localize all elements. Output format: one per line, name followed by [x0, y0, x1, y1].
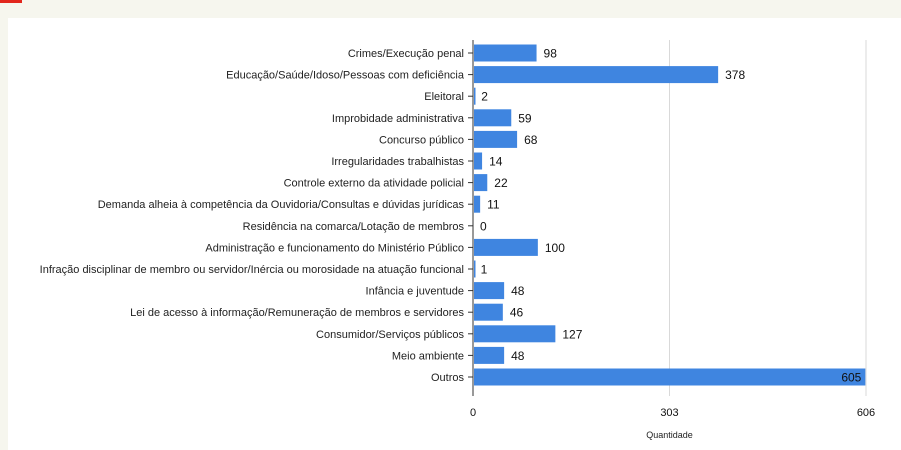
- value-label: 378: [725, 68, 745, 82]
- bar: [474, 325, 556, 343]
- value-label: 22: [494, 176, 508, 190]
- category-label: Concurso público: [379, 134, 464, 146]
- bar: [474, 260, 476, 278]
- bar: [474, 346, 505, 364]
- x-tick-label: 303: [660, 407, 678, 419]
- value-label: 11: [487, 198, 500, 212]
- value-label: 0: [480, 219, 487, 233]
- bar: [474, 152, 483, 170]
- category-label: Meio ambiente: [392, 350, 464, 362]
- chart-panel: Crimes/Execução penal Educação/Saúde/Idos…: [8, 18, 901, 450]
- category-label: Infração disciplinar de membro ou servid…: [40, 264, 464, 276]
- bar: [474, 130, 518, 148]
- category-label: Lei de acesso à informação/Remuneração d…: [130, 307, 464, 319]
- category-label: Crimes/Execução penal: [348, 48, 464, 60]
- category-label: Controle externo da atividade policial: [284, 178, 464, 190]
- x-tick-label: 606: [857, 407, 875, 419]
- bar: [474, 87, 476, 105]
- x-tick-label: 0: [470, 407, 476, 419]
- category-label: Administração e funcionamento do Ministé…: [205, 242, 464, 254]
- y-axis: [468, 40, 474, 396]
- category-labels: Crimes/Execução penal Educação/Saúde/Idos…: [40, 48, 465, 384]
- category-label: Improbidade administrativa: [332, 113, 465, 125]
- bar: [474, 238, 538, 256]
- value-label: 605: [841, 371, 861, 385]
- x-axis-title: Quantidade: [646, 430, 693, 440]
- bar: [474, 109, 512, 127]
- category-label: Eleitoral: [424, 91, 464, 103]
- bar: [474, 44, 537, 62]
- bar: [474, 66, 719, 84]
- bar: [474, 303, 503, 321]
- value-label: 14: [489, 155, 503, 169]
- category-label: Irregularidades trabalhistas: [331, 156, 464, 168]
- category-label: Residência na comarca/Lotação de membros: [243, 221, 465, 233]
- bar: [474, 195, 481, 213]
- value-labels: 98 378 2 59 68 14 22 110 100 1 48 46 127 48 605: [480, 47, 862, 385]
- x-axis-ticks: 0 303 606: [470, 407, 875, 419]
- value-label: 59: [518, 111, 532, 125]
- value-label: 1: [481, 263, 488, 277]
- value-label: 2: [481, 90, 488, 104]
- value-label: 46: [510, 306, 524, 320]
- grid-lines: [669, 40, 867, 396]
- brand-accent-bar: [0, 0, 22, 3]
- bar: [474, 282, 505, 300]
- bar-chart: Crimes/Execução penal Educação/Saúde/Idos…: [40, 40, 875, 440]
- category-label: Demanda alheia à competência da Ouvidori…: [98, 199, 465, 211]
- value-label: 100: [545, 241, 565, 255]
- category-label: Infância e juventude: [366, 286, 464, 298]
- bars: [474, 44, 866, 386]
- value-label: 48: [511, 284, 525, 298]
- value-label: 68: [524, 133, 538, 147]
- value-label: 98: [544, 47, 558, 61]
- bar: [474, 368, 866, 386]
- value-label: 127: [562, 327, 582, 341]
- bar: [474, 174, 488, 192]
- category-label: Outros: [431, 372, 465, 384]
- category-label: Consumidor/Serviços públicos: [316, 329, 464, 341]
- category-label: Educação/Saúde/Idoso/Pessoas com deficiê…: [226, 70, 465, 82]
- value-label: 48: [511, 349, 525, 363]
